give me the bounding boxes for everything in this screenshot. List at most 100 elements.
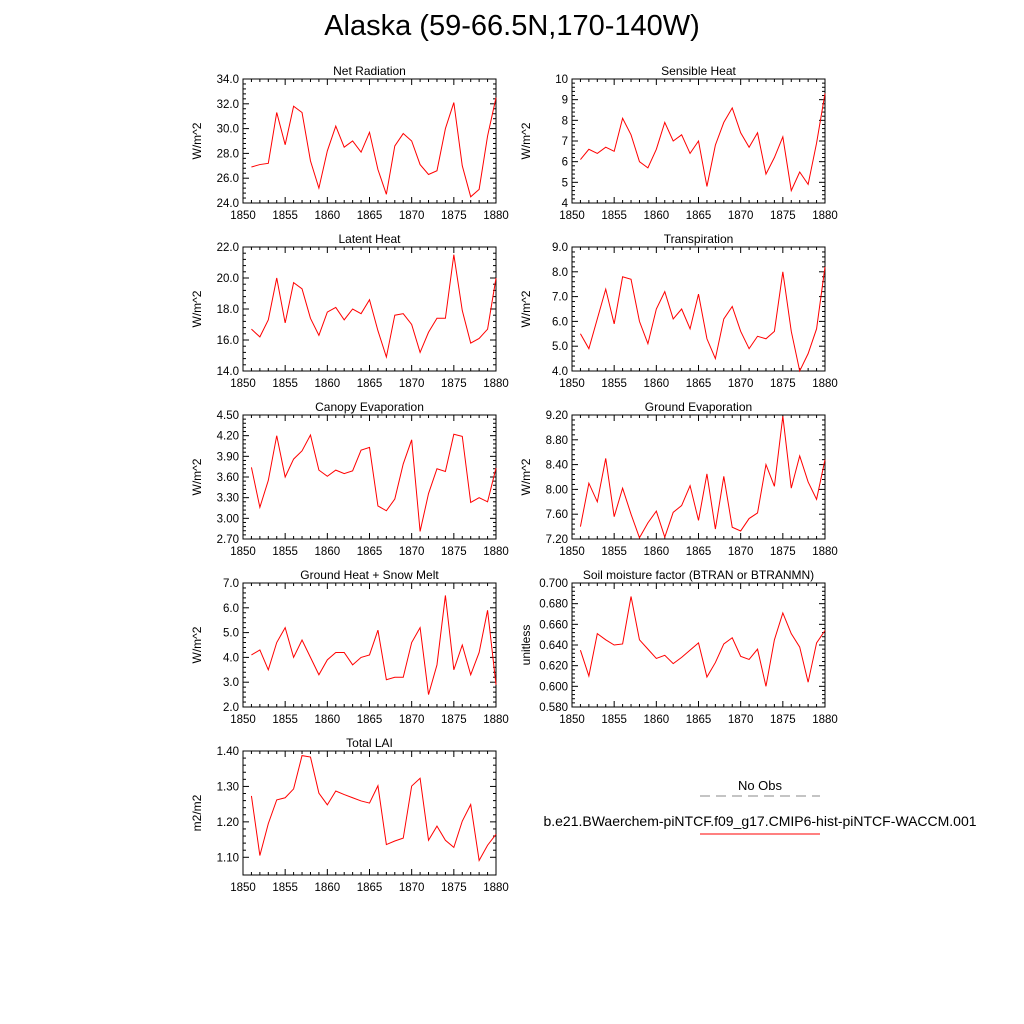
- x-tick-label: 1875: [770, 210, 796, 222]
- x-tick-label: 1880: [812, 378, 838, 390]
- x-tick-label: 1865: [357, 882, 383, 894]
- x-tick-label: 1860: [315, 882, 341, 894]
- y-tick-label: 4.0: [223, 652, 239, 664]
- y-tick-label: 1.40: [217, 746, 239, 758]
- x-tick-label: 1865: [357, 210, 383, 222]
- data-point: [470, 803, 472, 805]
- data-point: [478, 337, 480, 339]
- x-tick-label: 1860: [315, 714, 341, 726]
- plot-frame: [242, 246, 497, 372]
- y-axis-label: W/m^2: [519, 458, 533, 495]
- x-tick-label: 1865: [357, 714, 383, 726]
- panel-title: Ground Evaporation: [645, 400, 752, 414]
- data-point: [343, 146, 345, 148]
- data-point: [655, 308, 657, 310]
- data-point: [714, 357, 716, 359]
- y-tick-label: 7.20: [546, 534, 568, 546]
- y-tick-label: 14.0: [217, 366, 239, 378]
- data-point: [292, 458, 294, 460]
- data-point: [394, 314, 396, 316]
- data-point: [284, 144, 286, 146]
- data-point: [697, 642, 699, 644]
- data-point: [385, 356, 387, 358]
- data-point: [782, 136, 784, 138]
- data-point: [815, 328, 817, 330]
- data-point: [697, 519, 699, 521]
- x-tick-label: 1855: [272, 378, 298, 390]
- x-tick-label: 1855: [272, 210, 298, 222]
- y-axis-label: W/m^2: [519, 290, 533, 327]
- series-line: [579, 266, 826, 373]
- data-point: [706, 473, 708, 475]
- data-point: [815, 498, 817, 500]
- data-point: [807, 481, 809, 483]
- data-point: [478, 188, 480, 190]
- data-point: [664, 290, 666, 292]
- data-point: [630, 278, 632, 280]
- y-tick-label: 8.80: [546, 435, 568, 447]
- x-tick-label: 1850: [559, 210, 585, 222]
- data-point: [790, 189, 792, 191]
- data-point: [706, 338, 708, 340]
- data-point: [410, 641, 412, 643]
- y-tick-label: 16.0: [217, 335, 239, 347]
- data-point: [596, 501, 598, 503]
- x-tick-label: 1855: [601, 210, 627, 222]
- data-point: [259, 163, 261, 165]
- data-point: [410, 785, 412, 787]
- x-tick-label: 1870: [399, 714, 425, 726]
- data-point: [436, 170, 438, 172]
- y-tick-label: 1.10: [217, 852, 239, 864]
- data-point: [427, 173, 429, 175]
- panel-title: Sensible Heat: [661, 64, 736, 78]
- data-point: [672, 140, 674, 142]
- panel-ground-evaporation: Ground Evaporation W/m^2 7.20 7.60 8.00 8.40 8…: [519, 400, 838, 558]
- data-point: [697, 293, 699, 295]
- x-tick-label: 1875: [770, 378, 796, 390]
- data-point: [672, 662, 674, 664]
- legend: No Obs b.e21.BWaerchem-piNTCF.f09_g17.CM…: [530, 778, 990, 837]
- data-point: [326, 150, 328, 152]
- x-tick-label: 1865: [686, 714, 712, 726]
- data-point: [292, 281, 294, 283]
- data-point: [773, 330, 775, 332]
- data-point: [588, 347, 590, 349]
- data-point: [824, 629, 826, 631]
- data-point: [351, 797, 353, 799]
- x-tick-label: 1870: [399, 882, 425, 894]
- x-tick-label: 1870: [728, 546, 754, 558]
- x-tick-label: 1865: [686, 546, 712, 558]
- x-tick-label: 1855: [272, 882, 298, 894]
- x-tick-label: 1860: [644, 378, 670, 390]
- x-tick-label: 1880: [483, 882, 509, 894]
- y-tick-label: 7: [562, 136, 568, 148]
- data-point: [790, 632, 792, 634]
- x-tick-label: 1865: [357, 378, 383, 390]
- data-point: [301, 288, 303, 290]
- data-point: [360, 312, 362, 314]
- data-point: [343, 651, 345, 653]
- y-tick-label: 34.0: [217, 74, 239, 86]
- panel-canopy-evaporation: Canopy Evaporation W/m^2 2.70 3.00 3.30 3.60 3…: [190, 400, 509, 558]
- data-point: [579, 525, 581, 527]
- y-tick-label: 6: [562, 157, 568, 169]
- x-tick-label: 1860: [315, 546, 341, 558]
- x-tick-label: 1875: [441, 546, 467, 558]
- data-point: [309, 756, 311, 758]
- data-point: [284, 626, 286, 628]
- y-tick-label: 4.20: [217, 431, 239, 443]
- data-point: [360, 449, 362, 451]
- y-tick-label: 8: [562, 115, 568, 127]
- data-point: [807, 352, 809, 354]
- data-point: [714, 661, 716, 663]
- data-point: [453, 101, 455, 103]
- y-tick-label: 6.0: [223, 603, 239, 615]
- panel-ground-heat-snow-melt: Ground Heat + Snow Melt W/m^2 2.0 3.0 4.0 5.0…: [190, 568, 509, 726]
- data-point: [368, 131, 370, 133]
- data-point: [739, 330, 741, 332]
- data-point: [706, 185, 708, 187]
- data-point: [394, 676, 396, 678]
- data-point: [723, 643, 725, 645]
- x-tick-label: 1850: [559, 546, 585, 558]
